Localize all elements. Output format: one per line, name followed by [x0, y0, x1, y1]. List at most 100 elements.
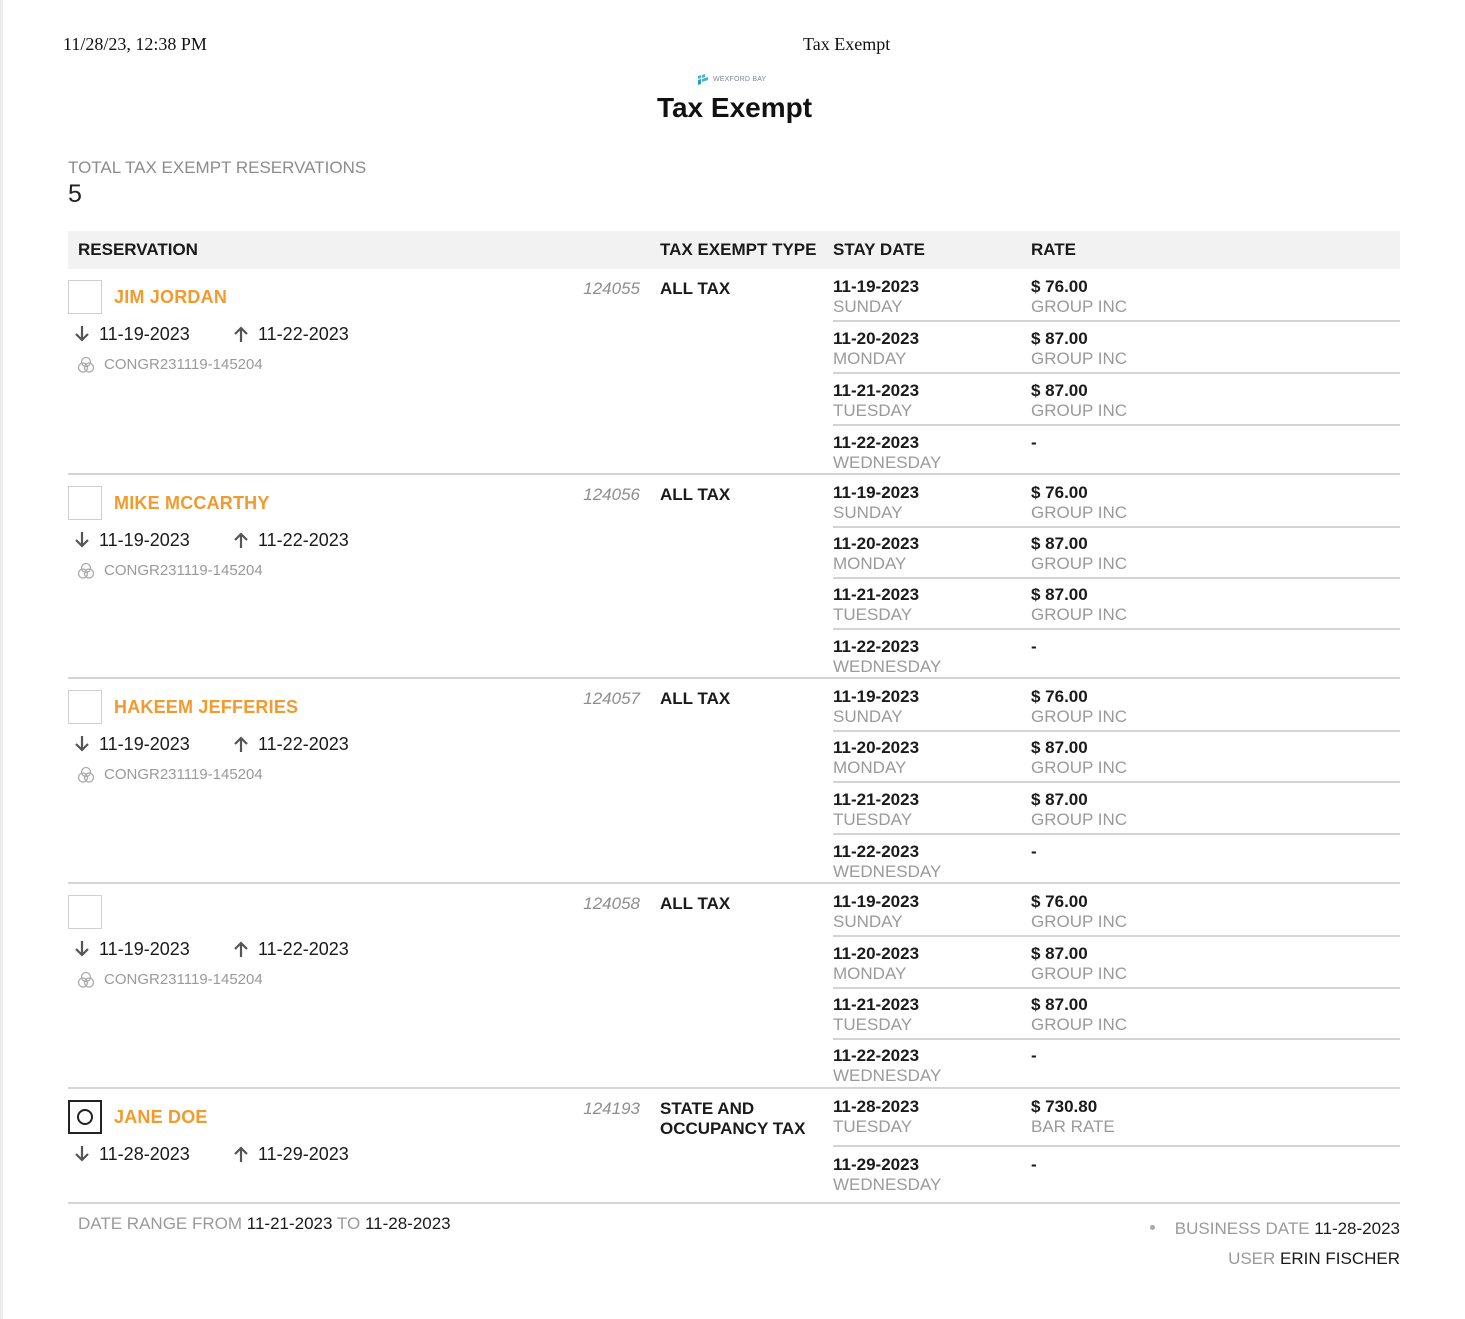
property-logo: WEXFORD BAY [697, 72, 766, 86]
column-header-stay-date: STAY DATE [833, 240, 925, 259]
night-rate: - [1031, 433, 1037, 452]
night-rate: - [1031, 637, 1037, 656]
reservation-number: 124057 [583, 689, 640, 708]
night-rate: $ 87.00 [1031, 534, 1088, 553]
stay-night-row: 11-19-2023 SUNDAY $ 76.00 GROUP INC [833, 476, 1400, 528]
tax-exempt-type: ALL TAX [660, 689, 731, 708]
stay-date: 11-20-2023 [833, 329, 920, 348]
group-code: CONGR231119-145204 [104, 356, 263, 373]
reservation-checkbox[interactable] [68, 1100, 102, 1134]
reservation-checkbox[interactable] [68, 280, 102, 314]
guest-name[interactable]: JANE DOE [114, 1107, 208, 1127]
rate-plan: GROUP INC [1031, 1015, 1128, 1034]
reservation-number: 124193 [583, 1099, 640, 1118]
stay-date: 11-21-2023 [833, 585, 920, 604]
stay-day: TUESDAY [833, 810, 913, 829]
reservation-row: JANE DOE 124193 STATE AND OCCUPANCY TAX … [68, 1090, 1400, 1204]
night-rate: $ 76.00 [1031, 687, 1088, 706]
night-rate: $ 87.00 [1031, 995, 1088, 1014]
report-title: Tax Exempt [656, 92, 813, 123]
departure-arrow-up-icon [234, 532, 248, 548]
stay-day: WEDNESDAY [833, 657, 942, 676]
arrival-date: 11-19-2023 [99, 939, 190, 959]
stay-day: SUNDAY [833, 707, 903, 726]
departure-date: 11-29-2023 [258, 1144, 349, 1164]
rate-plan: GROUP INC [1031, 605, 1128, 624]
stay-day: TUESDAY [833, 605, 913, 624]
stay-night-row: 11-21-2023 TUESDAY $ 87.00 GROUP INC [833, 988, 1400, 1040]
reservation-row: JIM JORDAN 124055 ALL TAX 11-19-2023 11-… [68, 270, 1400, 475]
stay-day: WEDNESDAY [833, 453, 942, 472]
reservation-row: 124058 ALL TAX 11-19-2023 11-22-2023 CON… [68, 885, 1400, 1089]
rate-plan: GROUP INC [1031, 349, 1128, 368]
night-rate: $ 730.80 [1031, 1097, 1098, 1116]
reservation-number: 124055 [583, 279, 640, 298]
night-rate: $ 87.00 [1031, 329, 1088, 348]
stay-night-row: 11-29-2023 WEDNESDAY - [833, 1148, 1400, 1198]
column-header-reservation: RESERVATION [78, 240, 198, 259]
date-range-from-label: DATE RANGE FROM [78, 1214, 243, 1233]
stay-date: 11-22-2023 [833, 433, 920, 452]
departure-date: 11-22-2023 [258, 324, 349, 344]
summary-label: TOTAL TAX EXEMPT RESERVATIONS [68, 158, 367, 177]
rate-plan: GROUP INC [1031, 554, 1128, 573]
stay-night-row: 11-19-2023 SUNDAY $ 76.00 GROUP INC [833, 270, 1400, 322]
stay-day: MONDAY [833, 554, 907, 573]
arrival-arrow-down-icon [75, 1146, 89, 1162]
reservation-row: MIKE MCCARTHY 124056 ALL TAX 11-19-2023 … [68, 476, 1400, 679]
departure-date: 11-22-2023 [258, 939, 349, 959]
logo-text: WEXFORD BAY [713, 75, 767, 83]
night-rate: - [1031, 842, 1037, 861]
reservation-number: 124056 [583, 485, 640, 504]
stay-night-row: 11-21-2023 TUESDAY $ 87.00 GROUP INC [833, 783, 1400, 835]
night-rate: $ 87.00 [1031, 944, 1088, 963]
column-header-tax-exempt-type: TAX EXEMPT TYPE [660, 240, 817, 259]
stay-day: TUESDAY [833, 1117, 913, 1136]
table-header: RESERVATION TAX EXEMPT TYPE STAY DATE RA… [68, 231, 1400, 269]
rate-plan: GROUP INC [1031, 503, 1128, 522]
footer-business-date: BUSINESS DATE 11-28-2023 [1149, 1219, 1400, 1239]
night-rate: $ 76.00 [1031, 483, 1088, 502]
stay-night-row: 11-19-2023 SUNDAY $ 76.00 GROUP INC [833, 680, 1400, 732]
stay-night-row: 11-28-2023 TUESDAY $ 730.80 BAR RATE [833, 1090, 1400, 1147]
stay-date: 11-19-2023 [833, 892, 920, 911]
night-rate: $ 87.00 [1031, 585, 1088, 604]
reservation-checkbox[interactable] [68, 895, 102, 929]
stay-day: WEDNESDAY [833, 1066, 942, 1085]
arrival-arrow-down-icon [75, 941, 89, 957]
stay-night-row: 11-19-2023 SUNDAY $ 76.00 GROUP INC [833, 885, 1400, 937]
wexford-bay-logo-icon [698, 73, 708, 85]
arrival-arrow-down-icon [75, 736, 89, 752]
stay-night-row: 11-22-2023 WEDNESDAY - [833, 426, 1400, 476]
stay-date: 11-21-2023 [833, 995, 920, 1014]
night-rate: $ 87.00 [1031, 790, 1088, 809]
reservation-row: HAKEEM JEFFERIES 124057 ALL TAX 11-19-20… [68, 680, 1400, 884]
guest-name[interactable]: HAKEEM JEFFERIES [114, 697, 299, 717]
reservation-checkbox[interactable] [68, 690, 102, 724]
guest-name[interactable]: MIKE MCCARTHY [114, 493, 270, 513]
departure-date: 11-22-2023 [258, 734, 349, 754]
group-code: CONGR231119-145204 [104, 766, 263, 783]
stay-date: 11-19-2023 [833, 277, 920, 296]
stay-date: 11-28-2023 [833, 1097, 920, 1116]
date-range-to: 11-28-2023 [364, 1214, 451, 1233]
group-icon [77, 562, 95, 579]
stay-night-row: 11-22-2023 WEDNESDAY - [833, 630, 1400, 680]
stay-night-row: 11-20-2023 MONDAY $ 87.00 GROUP INC [833, 527, 1400, 579]
stay-day: WEDNESDAY [833, 1175, 942, 1194]
departure-arrow-up-icon [234, 736, 248, 752]
stay-date: 11-20-2023 [833, 738, 920, 757]
column-header-rate: RATE [1031, 240, 1077, 259]
stay-date: 11-29-2023 [833, 1155, 920, 1174]
departure-date: 11-22-2023 [258, 530, 349, 550]
reservation-checkbox[interactable] [68, 486, 102, 520]
departure-arrow-up-icon [234, 326, 248, 342]
group-icon [77, 356, 95, 373]
business-date: 11-28-2023 [1314, 1219, 1400, 1238]
guest-name[interactable]: JIM JORDAN [114, 287, 228, 307]
stay-night-row: 11-20-2023 MONDAY $ 87.00 GROUP INC [833, 937, 1400, 989]
stay-night-row: 11-20-2023 MONDAY $ 87.00 GROUP INC [833, 731, 1400, 783]
group-icon [77, 971, 95, 988]
stay-day: TUESDAY [833, 1015, 913, 1034]
stay-day: TUESDAY [833, 401, 913, 420]
